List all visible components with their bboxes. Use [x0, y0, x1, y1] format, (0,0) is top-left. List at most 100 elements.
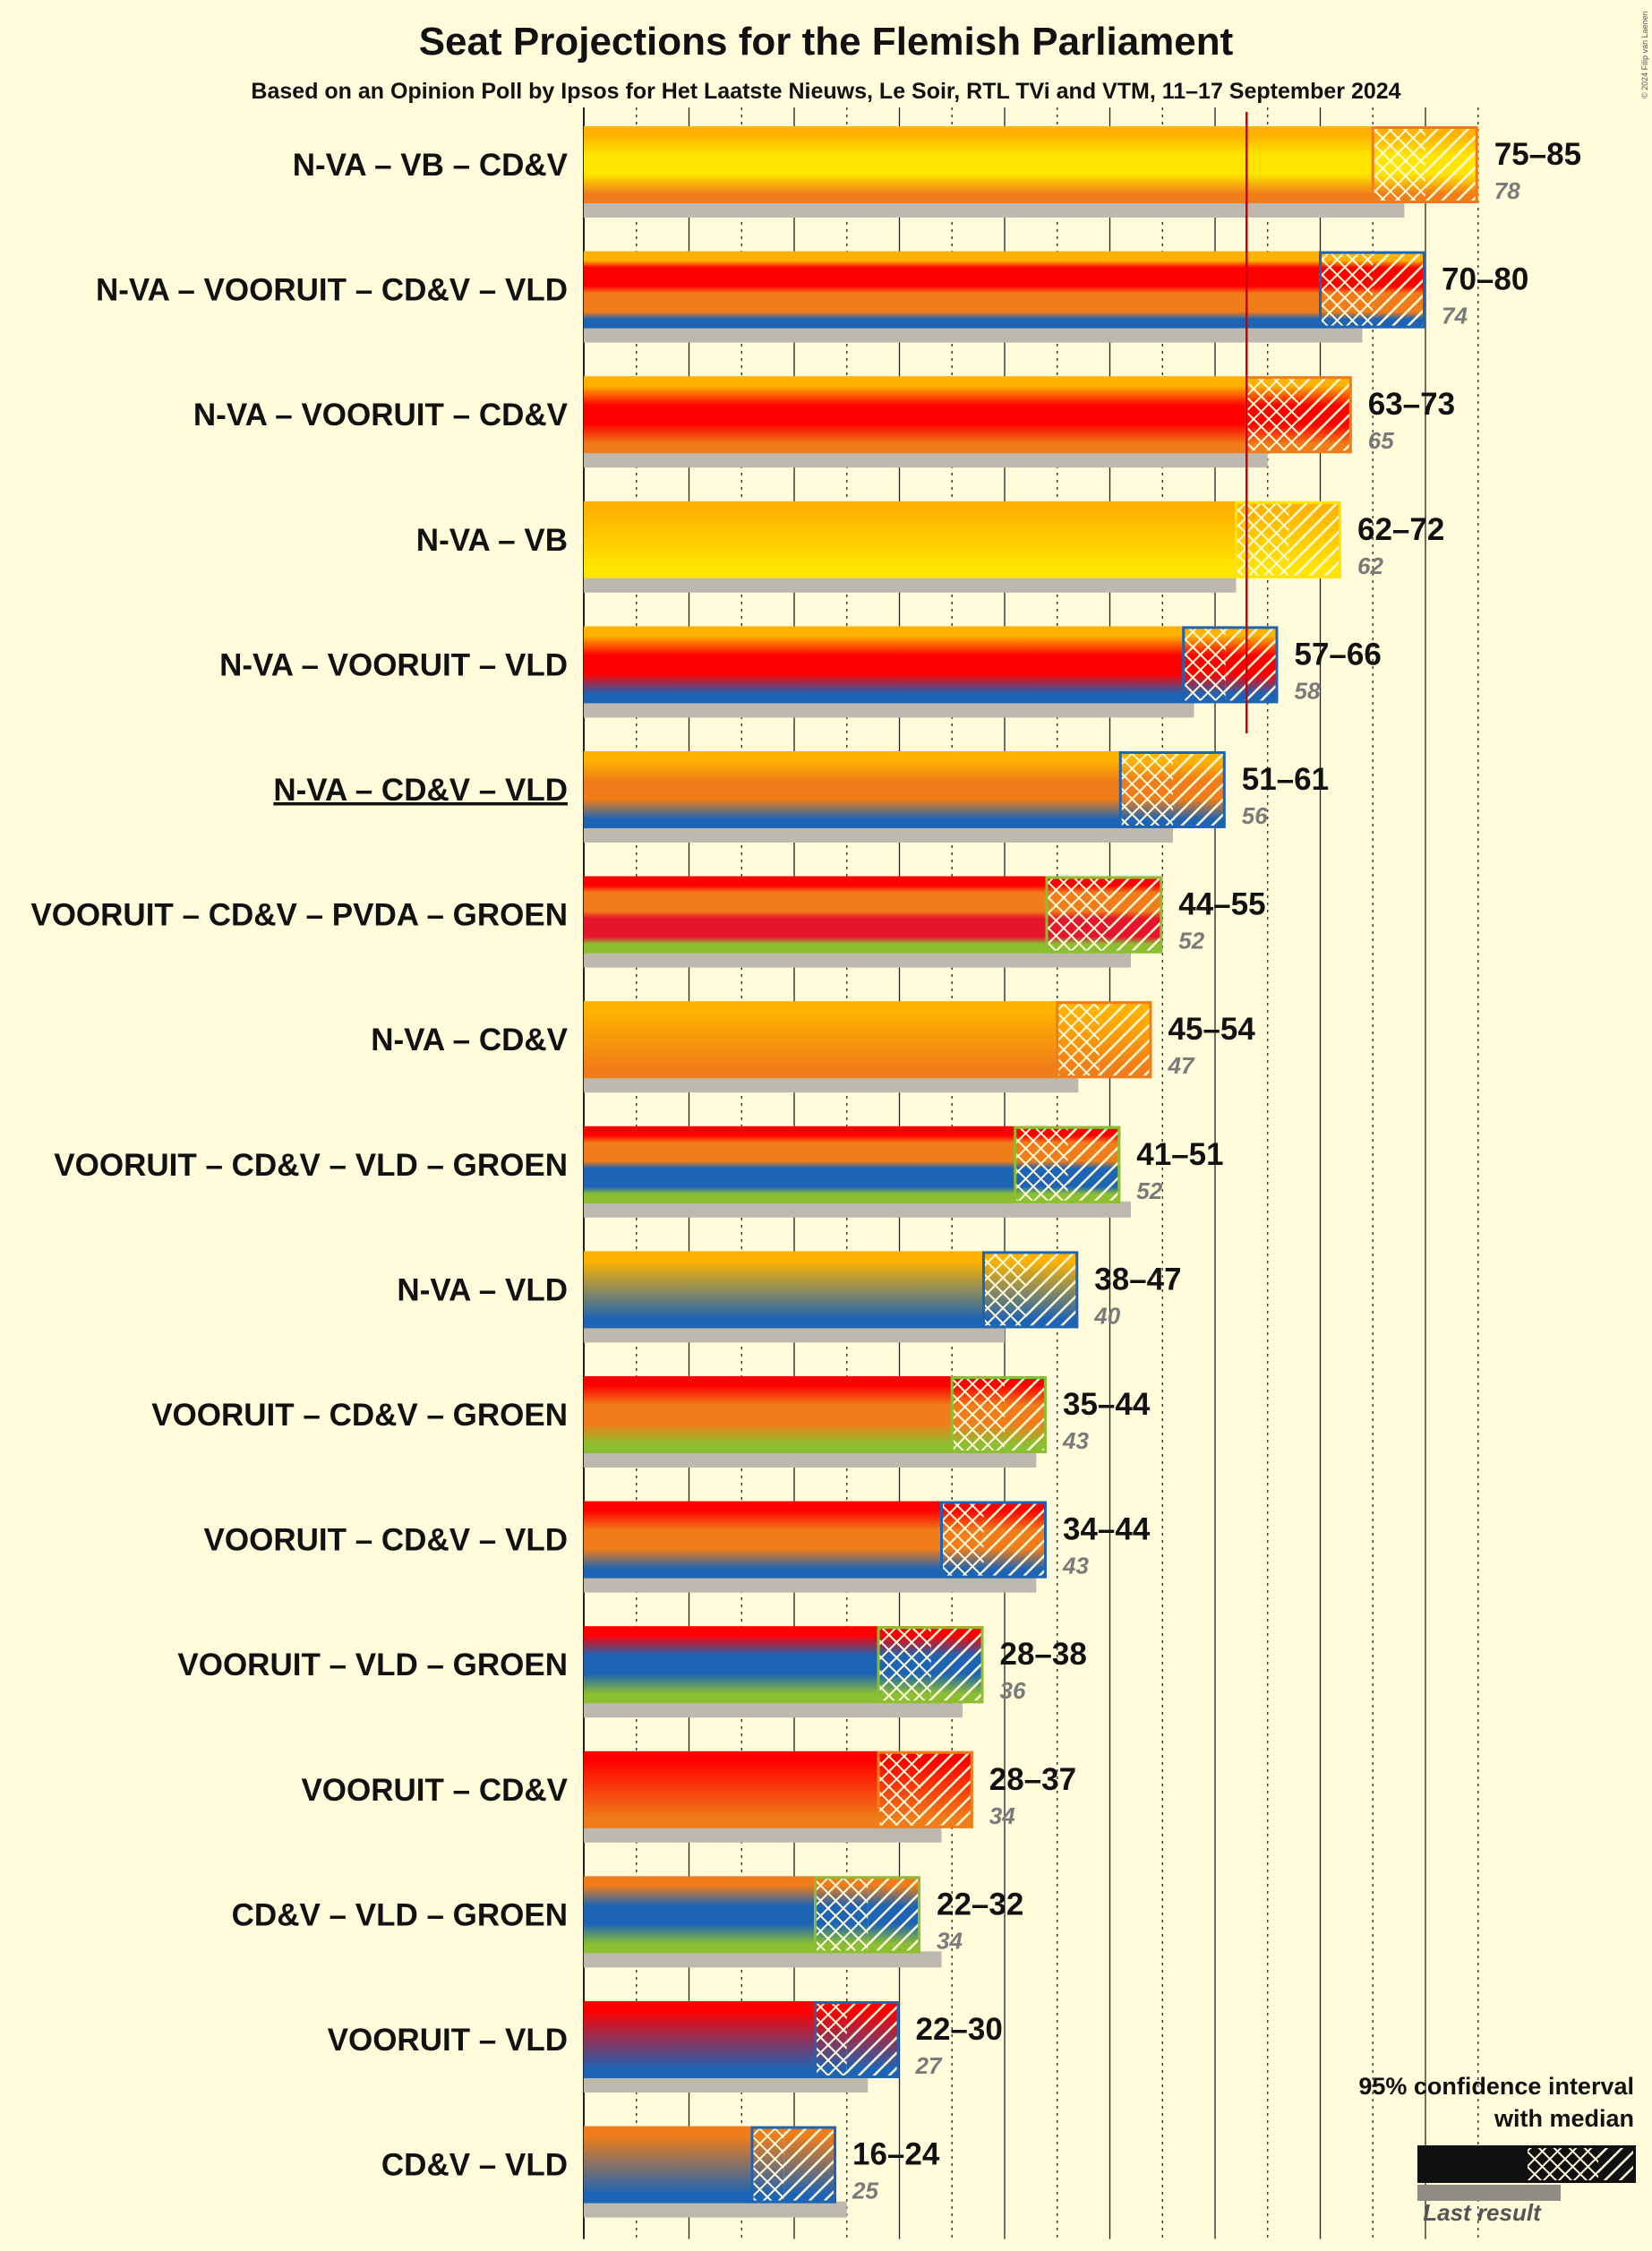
legend-title: 95% confidence interval with median — [1316, 2070, 1634, 2135]
last-result-label: 25 — [852, 2178, 878, 2204]
cross-hatch-overlay — [878, 1626, 931, 1704]
confidence-interval-outline — [940, 1501, 1047, 1579]
confidence-interval-outline — [814, 1876, 920, 1954]
coalition-label: N-VA – VOORUIT – CD&V – VLD — [96, 273, 568, 308]
legend-solid-sample — [1417, 2145, 1525, 2183]
range-label: 28–37 — [989, 1762, 1076, 1797]
chart-title: Seat Projections for the Flemish Parliam… — [418, 20, 1234, 64]
last-result-bar — [584, 1076, 1079, 1093]
confidence-bar-solid — [584, 626, 1184, 704]
coalition-row-vooruit-vld-groen: VOORUIT – VLD – GROEN 28–38 36 — [177, 1626, 1087, 1718]
confidence-interval-outline — [950, 1376, 1047, 1453]
last-result-label: 62 — [1357, 552, 1383, 579]
cross-hatch-overlay — [1236, 501, 1289, 578]
coalition-label: VOORUIT – CD&V – VLD – GROEN — [54, 1148, 568, 1183]
cross-hatch-overlay — [1057, 1001, 1100, 1079]
chart-subtitle: Based on an Opinion Poll by Ipsos for He… — [251, 79, 1401, 104]
confidence-interval-outline — [1235, 501, 1341, 578]
last-result-bar — [584, 1826, 942, 1843]
range-label: 75–85 — [1494, 137, 1581, 172]
last-result-bar — [584, 201, 1405, 218]
last-result-label: 27 — [915, 2052, 943, 2079]
hatch-overlay — [1173, 751, 1226, 828]
cross-hatch-overlay — [1047, 876, 1110, 954]
range-label: 38–47 — [1094, 1262, 1181, 1297]
last-result-label: 43 — [1062, 1553, 1089, 1579]
confidence-interval-outline — [982, 1251, 1079, 1329]
hatch-overlay — [1425, 126, 1478, 203]
last-result-bar — [584, 2076, 869, 2093]
legend-outline — [1525, 2145, 1636, 2183]
coalition-row-n-va-cdv: N-VA – CD&V 45–54 47 — [371, 1001, 1255, 1093]
range-label: 41–51 — [1136, 1137, 1223, 1172]
cross-hatch-overlay — [1014, 1126, 1068, 1203]
hatch-overlay — [1005, 1376, 1047, 1453]
coalition-row-vooruit-vld: VOORUIT – VLD 22–30 27 — [328, 2001, 1003, 2093]
last-result-bar — [584, 701, 1194, 718]
last-result-label: 34 — [937, 1927, 963, 1954]
last-result-bar — [584, 451, 1268, 468]
confidence-bar-solid — [584, 251, 1321, 329]
legend-cross-hatch — [1525, 2145, 1598, 2183]
legend-hatch — [1598, 2145, 1636, 2183]
last-result-label: 47 — [1168, 1052, 1195, 1079]
hatch-overlay — [868, 1876, 920, 1954]
legend-title-line1: 95% confidence interval — [1358, 2073, 1634, 2100]
hatch-overlay — [783, 2126, 836, 2204]
confidence-bar-solid — [584, 1626, 878, 1704]
last-result-bar — [584, 1951, 942, 1968]
coalition-label: N-VA – VB – CD&V — [293, 148, 569, 183]
range-label: 16–24 — [852, 2137, 940, 2172]
range-label: 35–44 — [1063, 1387, 1151, 1422]
last-result-label: 43 — [1062, 1427, 1089, 1454]
coalition-row-n-va-vooruit-cdv-vld: N-VA – VOORUIT – CD&V – VLD 70–80 74 — [96, 251, 1528, 343]
confidence-bar-solid — [584, 1376, 953, 1453]
confidence-interval-outline — [1118, 751, 1226, 828]
coalition-label: VOORUIT – VLD — [328, 2023, 568, 2058]
coalition-label: CD&V – VLD — [381, 2148, 568, 2183]
confidence-bar-solid — [584, 1750, 878, 1828]
coalition-row-n-va-vooruit-cdv: N-VA – VOORUIT – CD&V 63–73 65 — [193, 376, 1455, 468]
legend-last-result-label: Last result — [1423, 2199, 1541, 2226]
confidence-interval-outline — [1371, 126, 1478, 203]
coalition-row-n-va-vb: N-VA – VB 62–72 62 — [416, 501, 1444, 593]
cross-hatch-overlay — [983, 1251, 1026, 1329]
range-label: 34–44 — [1063, 1512, 1151, 1547]
coalition-row-vooruit-cdv-groen: VOORUIT – CD&V – GROEN 35–44 43 — [151, 1376, 1151, 1468]
confidence-interval-outline — [1045, 876, 1163, 954]
coalition-label: VOORUIT – CD&V – PVDA – GROEN — [30, 898, 568, 933]
hatch-overlay — [1099, 1001, 1152, 1079]
hatch-overlay — [983, 1501, 1047, 1579]
last-result-label: 58 — [1295, 677, 1321, 704]
coalition-bars: N-VA – VB – CD&V 75–85 78 N-VA – VOORUIT – … — [30, 126, 1581, 2218]
range-label: 63–73 — [1368, 387, 1455, 422]
range-label: 62–72 — [1357, 512, 1444, 547]
confidence-interval-outline — [814, 2001, 900, 2078]
confidence-bar-solid — [584, 1001, 1057, 1079]
last-result-bar — [584, 826, 1173, 843]
cross-hatch-overlay — [752, 2126, 784, 2204]
confidence-bar-solid — [584, 876, 1047, 954]
coalition-row-cdv-vld: CD&V – VLD 16–24 25 — [381, 2126, 940, 2218]
confidence-bar-solid — [584, 1501, 942, 1579]
last-result-label: 78 — [1494, 177, 1520, 204]
cross-hatch-overlay — [878, 1750, 920, 1828]
last-result-label: 74 — [1442, 303, 1468, 330]
last-result-label: 40 — [1093, 1302, 1120, 1329]
confidence-bar-solid — [584, 376, 1247, 454]
confidence-interval-outline — [750, 2126, 836, 2204]
confidence-bar-solid — [584, 751, 1121, 828]
hatch-overlay — [1373, 251, 1425, 329]
cross-hatch-overlay — [1320, 251, 1374, 329]
legend-title-line2: with median — [1494, 2105, 1634, 2132]
cross-hatch-overlay — [1246, 376, 1299, 454]
legend-last-result-sample — [1417, 2185, 1561, 2201]
coalition-row-vooruit-cdv-vld-groen: VOORUIT – CD&V – VLD – GROEN 41–51 52 — [54, 1126, 1224, 1218]
coalition-row-vooruit-cdv-pvda-groen: VOORUIT – CD&V – PVDA – GROEN 44–55 52 — [30, 876, 1266, 968]
range-label: 22–32 — [937, 1887, 1023, 1921]
hatch-overlay — [1288, 501, 1341, 578]
last-result-bar — [584, 951, 1131, 968]
confidence-bar-solid — [584, 2126, 752, 2204]
coalition-row-n-va-vld: N-VA – VLD 38–47 40 — [397, 1251, 1182, 1343]
